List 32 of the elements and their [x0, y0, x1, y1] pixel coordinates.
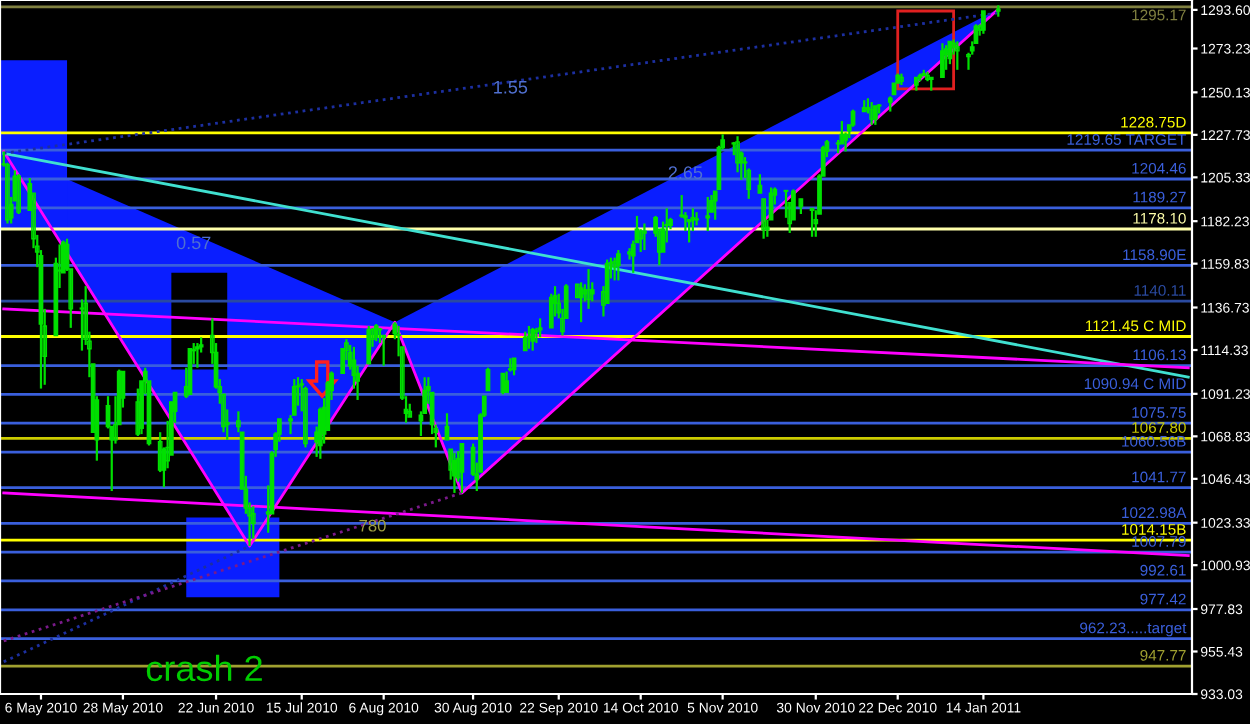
candlestick	[839, 119, 845, 145]
candlestick	[530, 326, 536, 352]
candlestick	[873, 104, 878, 126]
candlestick	[638, 228, 644, 254]
candlestick	[444, 412, 450, 441]
annotation: 1.55	[494, 81, 528, 94]
candlestick	[303, 385, 308, 449]
candlestick	[236, 410, 241, 434]
candlestick	[504, 370, 509, 394]
candlestick	[16, 173, 21, 216]
candlestick	[981, 9, 986, 35]
annotation: 0.57	[176, 236, 211, 250]
candlestick	[943, 44, 949, 71]
candlestick	[940, 42, 945, 79]
candlestick	[586, 267, 591, 310]
candlestick	[735, 135, 740, 174]
candlestick	[694, 211, 699, 227]
candlestick	[250, 505, 256, 540]
candlestick	[954, 40, 960, 71]
candlestick	[187, 348, 193, 395]
candlestick	[500, 372, 506, 396]
candlestick	[869, 100, 875, 126]
candlestick	[534, 326, 539, 345]
candlestick	[522, 330, 528, 352]
candlestick	[135, 387, 141, 438]
candlestick	[761, 197, 766, 240]
candlestick	[757, 173, 763, 195]
candlestick	[366, 324, 372, 366]
candlestick	[548, 292, 554, 329]
candlestick	[642, 222, 647, 252]
candlestick	[615, 248, 621, 282]
candlestick	[899, 72, 904, 87]
